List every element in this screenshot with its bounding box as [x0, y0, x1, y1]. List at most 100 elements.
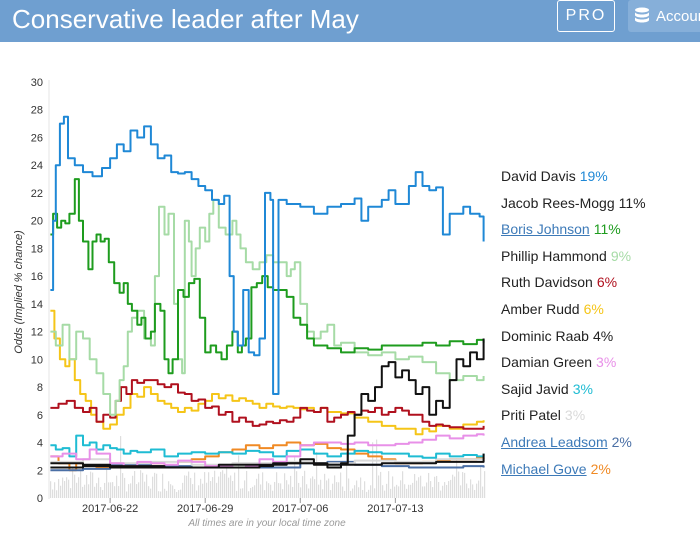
series-line [50, 115, 485, 395]
volume-bar [114, 486, 116, 498]
volume-bar [346, 451, 348, 498]
volume-bar [314, 479, 316, 498]
volume-bar [404, 484, 406, 498]
volume-bar [484, 471, 486, 498]
chart-labels: Odds (Implied % chance) All times are in… [13, 230, 346, 529]
volume-bar [464, 472, 466, 498]
volume-bar [428, 472, 430, 498]
y-tick-label: 4 [37, 438, 43, 450]
volume-bar [378, 475, 380, 498]
volume-bar [438, 482, 440, 498]
volume-bar [134, 470, 136, 498]
legend-pct: 6% [596, 274, 618, 291]
volume-bar [456, 458, 458, 498]
volume-bar [178, 490, 180, 498]
volume-bar [148, 486, 150, 498]
legend-pct: 11% [618, 194, 646, 211]
volume-bar [452, 474, 454, 498]
x-tick-label: 2017-07-13 [367, 503, 423, 515]
series-line [50, 433, 485, 469]
volume-bar [170, 484, 172, 498]
chart-legend: David Davis 19% Jacob Rees-Mogg 11% Boris Jo… [501, 166, 700, 485]
volume-bar [104, 482, 106, 498]
volume-bar [306, 484, 308, 498]
volume-bar [406, 488, 408, 498]
series-line [50, 178, 485, 375]
legend-item[interactable]: Andrea Leadsom 2% [501, 432, 700, 459]
legend-item: David Davis 19% [501, 166, 700, 193]
volume-bar [358, 487, 360, 498]
volume-bar [262, 472, 264, 498]
volume-bar [84, 484, 86, 498]
volume-bar [254, 485, 256, 498]
volume-bar [252, 486, 254, 498]
volume-bar [110, 482, 112, 498]
volume-bar [74, 474, 76, 498]
volume-bar [450, 479, 452, 498]
volume-bar [388, 471, 390, 498]
volume-bar [184, 475, 186, 498]
volume-bar [124, 477, 126, 498]
volume-bar [116, 475, 118, 498]
legend-name[interactable]: Boris Johnson [501, 221, 590, 238]
volume-bar [440, 490, 442, 498]
volume-bar [230, 475, 232, 498]
account-button[interactable]: Account [628, 0, 700, 32]
volume-bar [60, 485, 62, 498]
volume-bar [146, 474, 148, 498]
x-tick-label: 2017-06-22 [82, 503, 138, 515]
volume-bar [292, 486, 294, 498]
y-tick-label: 8 [37, 382, 43, 394]
volume-bar [192, 484, 194, 498]
y-tick-label: 16 [31, 271, 43, 283]
volume-bar [434, 476, 436, 498]
volume-bar [478, 480, 480, 498]
volume-bar [108, 482, 110, 498]
volume-bar [248, 491, 250, 498]
volume-bar [480, 467, 482, 498]
volume-bar [332, 483, 334, 498]
volume-bar [62, 477, 64, 498]
legend-item[interactable]: Michael Gove 2% [501, 459, 700, 486]
y-tick-label: 18 [31, 243, 43, 255]
volume-bar [318, 484, 320, 498]
legend-name[interactable]: Andrea Leadsom [501, 433, 608, 450]
legend-name: Sajid Javid [501, 380, 569, 397]
volume-bar [54, 482, 56, 498]
series-line [50, 198, 485, 416]
volume-bar [458, 471, 460, 498]
legend-name[interactable]: Michael Gove [501, 460, 587, 477]
y-tick-label: 14 [31, 299, 43, 311]
volume-bar [304, 470, 306, 498]
volume-bar [422, 486, 424, 498]
volume-bar [364, 481, 366, 498]
legend-name: Dominic Raab [501, 327, 589, 344]
volume-bar [112, 482, 114, 498]
volume-bar [392, 476, 394, 498]
legend-pct: 3% [572, 380, 593, 397]
volume-bar [390, 488, 392, 498]
y-tick-label: 26 [31, 132, 43, 144]
volume-bar [370, 485, 372, 498]
volume-bar [398, 486, 400, 498]
legend-item[interactable]: Boris Johnson 11% [501, 219, 700, 246]
volume-bar [460, 485, 462, 498]
legend-name: Damian Green [501, 354, 593, 371]
volume-bar [78, 477, 80, 498]
pro-button[interactable]: PRO [557, 0, 615, 32]
y-tick-label: 24 [31, 160, 43, 172]
volume-bar [258, 473, 260, 498]
volume-bar [176, 491, 178, 498]
volume-bar [272, 490, 274, 498]
legend-pct: 9% [610, 247, 632, 264]
volume-bar [234, 472, 236, 498]
volume-bar [226, 468, 228, 498]
y-tick-label: 6 [37, 410, 43, 422]
volume-bar [68, 479, 70, 498]
volume-bar [294, 457, 296, 498]
volume-bar [200, 478, 202, 498]
volume-bar [174, 488, 176, 498]
volume-bar [232, 480, 234, 498]
volume-bar [150, 488, 152, 498]
y-tick-label: 30 [31, 77, 43, 89]
